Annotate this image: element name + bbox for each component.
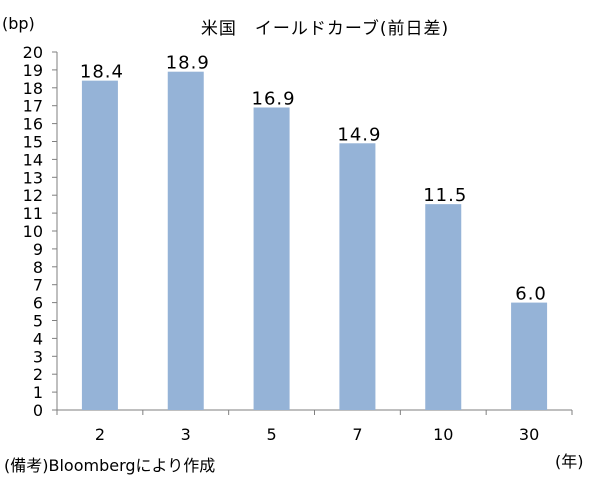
data-label: 18.4 — [80, 62, 124, 83]
bar — [425, 204, 462, 410]
x-category-label: 30 — [519, 425, 539, 444]
bar — [81, 80, 118, 410]
y-tick-label: 9 — [33, 240, 43, 259]
data-label: 18.9 — [166, 53, 210, 74]
bar — [339, 143, 376, 411]
y-tick-label: 7 — [33, 276, 43, 295]
bar — [253, 107, 290, 411]
y-tick-label: 3 — [33, 347, 43, 366]
y-tick-label: 4 — [33, 329, 43, 348]
bar — [511, 302, 548, 410]
y-tick-label: 16 — [23, 115, 43, 134]
y-tick-label: 15 — [23, 133, 43, 152]
y-tick-label: 20 — [23, 43, 43, 62]
y-tick-label: 19 — [23, 61, 43, 80]
y-axis-unit-label: (bp) — [2, 14, 35, 33]
y-tick-label: 6 — [33, 294, 43, 313]
x-category-label: 5 — [266, 425, 276, 444]
y-tick-label: 13 — [23, 168, 43, 187]
x-category-label: 3 — [181, 425, 191, 444]
x-category-label: 2 — [95, 425, 105, 444]
bar — [167, 71, 204, 410]
x-category-label: 7 — [352, 425, 362, 444]
y-tick-label: 0 — [33, 401, 43, 420]
chart-title: 米国 イールドカーブ(前日差) — [200, 19, 450, 39]
source-note: (備考)Bloombergにより作成 — [4, 456, 216, 475]
y-tick-label: 18 — [23, 79, 43, 98]
y-tick-label: 17 — [23, 97, 43, 116]
y-tick-label: 10 — [23, 222, 43, 241]
y-tick-label: 2 — [33, 365, 43, 384]
data-label: 14.9 — [337, 124, 381, 145]
y-tick-label: 5 — [33, 312, 43, 331]
data-label: 16.9 — [252, 88, 296, 109]
data-label: 11.5 — [423, 185, 467, 206]
x-category-label: 10 — [433, 425, 453, 444]
y-tick-label: 8 — [33, 258, 43, 277]
x-axis-unit-label: (年) — [555, 452, 584, 471]
y-tick-label: 14 — [23, 150, 43, 169]
y-tick-label: 11 — [23, 204, 43, 223]
y-tick-label: 12 — [23, 186, 43, 205]
data-label: 6.0 — [515, 284, 547, 305]
y-tick-label: 1 — [33, 383, 43, 402]
